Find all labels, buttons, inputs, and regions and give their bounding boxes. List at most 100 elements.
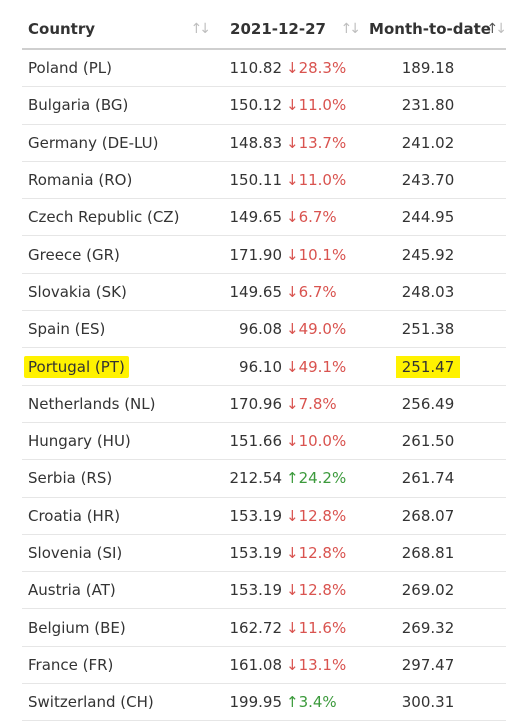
mtd-value: 269.32 xyxy=(401,618,455,637)
arrow-down-icon: ↓ xyxy=(286,208,299,227)
country-name: Greece (GR) xyxy=(28,245,120,264)
sort-ascending-icon[interactable]: ↑↓ xyxy=(486,21,507,37)
arrow-down-icon: ↓ xyxy=(286,282,299,301)
country-name: Bulgaria (BG) xyxy=(28,96,129,115)
mtd-cell: 261.74 xyxy=(350,469,506,487)
country-cell: Portugal (PT) xyxy=(22,355,200,378)
country-name: Germany (DE-LU) xyxy=(28,133,159,152)
mtd-value: 268.07 xyxy=(401,506,455,525)
price-cell: 161.08 ↓13.1% xyxy=(200,656,350,674)
table-header: Country ↑↓ 2021-12-27 ↑↓ Month-to-date ↑… xyxy=(22,10,507,50)
country-name: France (FR) xyxy=(28,655,114,674)
price-value: 161.08 xyxy=(229,655,283,674)
change-percent: 3.4% xyxy=(298,693,337,712)
mtd-wrap: 300.31 xyxy=(350,693,506,711)
change-percent: 6.7% xyxy=(298,208,337,227)
arrow-down-icon: ↓ xyxy=(286,506,299,525)
country-cell: Austria (AT) xyxy=(22,581,200,599)
mtd-value: 231.80 xyxy=(401,96,455,115)
mtd-cell: 268.81 xyxy=(350,544,506,562)
table-row: Slovakia (SK) 149.65 ↓6.7% 248.03 xyxy=(22,274,506,312)
mtd-value: 261.74 xyxy=(401,469,455,488)
sort-icon[interactable]: ↑↓ xyxy=(340,21,362,37)
country-cell: Spain (ES) xyxy=(22,320,200,338)
country-name: Belgium (BE) xyxy=(28,618,126,637)
country-name: Slovenia (SI) xyxy=(28,544,123,562)
change-value: ↓12.8% xyxy=(286,581,346,599)
table-row: Bulgaria (BG) 150.12 ↓11.0% 231.80 xyxy=(22,87,506,125)
table-row: Switzerland (CH) 199.95 ↑3.4% 300.31 xyxy=(22,684,506,721)
change-value: ↓12.8% xyxy=(286,507,346,525)
change-value: ↓49.1% xyxy=(286,358,346,376)
country-cell: Belgium (BE) xyxy=(22,619,200,637)
price-value: 150.11 xyxy=(229,171,283,190)
price-value: 151.66 xyxy=(229,432,283,451)
mtd-wrap: 256.49 xyxy=(350,395,506,413)
sort-icon[interactable]: ↑↓ xyxy=(190,21,212,37)
arrow-down-icon: ↓ xyxy=(286,544,299,562)
mtd-wrap: 251.38 xyxy=(350,320,506,338)
change-percent: 28.3% xyxy=(298,59,347,78)
price-cell: 153.19 ↓12.8% xyxy=(200,507,350,525)
mtd-cell: 245.92 xyxy=(350,246,506,264)
country-name: Slovakia (SK) xyxy=(28,282,127,301)
price-cell: 150.11 ↓11.0% xyxy=(200,171,350,189)
mtd-value: 300.31 xyxy=(401,693,455,712)
arrow-down-icon: ↓ xyxy=(286,581,299,600)
change-value: ↓11.0% xyxy=(286,96,346,114)
price-value: 149.65 xyxy=(229,282,283,301)
change-percent: 10.1% xyxy=(298,245,347,264)
price-value: 153.19 xyxy=(229,581,283,600)
table-row: Spain (ES) 96.08 ↓49.0% 251.38 xyxy=(22,311,506,349)
country-cell: Poland (PL) xyxy=(22,59,200,77)
price-value: 199.95 xyxy=(229,693,283,712)
table-row: Netherlands (NL) 170.96 ↓7.8% 256.49 xyxy=(22,386,506,423)
mtd-wrap: 231.80 xyxy=(350,96,506,114)
mtd-value: 268.81 xyxy=(401,544,455,562)
country-cell: Serbia (RS) xyxy=(22,469,200,487)
mtd-cell: 256.49 xyxy=(350,395,506,413)
header-country[interactable]: Country ↑↓ xyxy=(22,20,211,38)
change-value: ↓12.8% xyxy=(286,544,346,562)
header-country-label: Country xyxy=(28,20,96,38)
table-row: Portugal (PT) 96.10 ↓49.1% 251.47 xyxy=(22,348,506,386)
mtd-cell: 261.50 xyxy=(350,432,506,450)
price-value: 96.08 xyxy=(239,320,282,339)
mtd-cell: 248.03 xyxy=(350,283,506,301)
country-name: Switzerland (CH) xyxy=(28,693,154,712)
change-value: ↓11.6% xyxy=(286,619,346,637)
country-name: Serbia (RS) xyxy=(28,469,113,488)
price-value: 148.83 xyxy=(229,133,283,152)
mtd-wrap: 243.70 xyxy=(350,171,506,189)
price-cell: 96.10 ↓49.1% xyxy=(200,358,350,376)
change-value: ↓49.0% xyxy=(286,320,346,338)
arrow-down-icon: ↓ xyxy=(286,171,299,190)
change-percent: 49.0% xyxy=(298,320,347,339)
country-name: Czech Republic (CZ) xyxy=(28,208,180,227)
mtd-wrap: 269.32 xyxy=(350,619,506,637)
country-cell: Croatia (HR) xyxy=(22,507,200,525)
table-row: Croatia (HR) 153.19 ↓12.8% 268.07 xyxy=(22,498,506,535)
table-row: Germany (DE-LU) 148.83 ↓13.7% 241.02 xyxy=(22,125,506,162)
table-row: Hungary (HU) 151.66 ↓10.0% 261.50 xyxy=(22,423,506,461)
header-date-label: 2021-12-27 xyxy=(230,20,326,38)
change-percent: 6.7% xyxy=(298,282,337,301)
price-value: 153.19 xyxy=(229,506,283,525)
country-cell: Romania (RO) xyxy=(22,171,200,189)
arrow-down-icon: ↓ xyxy=(286,357,299,376)
price-table: Country ↑↓ 2021-12-27 ↑↓ Month-to-date ↑… xyxy=(22,10,507,721)
change-percent: 11.0% xyxy=(298,96,347,115)
mtd-value: 297.47 xyxy=(401,655,455,674)
mtd-value: 243.70 xyxy=(401,171,455,190)
mtd-value: 245.92 xyxy=(401,245,455,264)
table-row: Greece (GR) 171.90 ↓10.1% 245.92 xyxy=(22,236,506,274)
header-date[interactable]: 2021-12-27 ↑↓ xyxy=(200,20,361,38)
mtd-wrap: 244.95 xyxy=(350,208,506,226)
arrow-up-icon: ↑ xyxy=(286,693,299,712)
change-percent: 49.1% xyxy=(298,357,347,376)
header-month-to-date[interactable]: Month-to-date ↑↓ xyxy=(350,20,507,38)
price-value: 150.12 xyxy=(229,96,283,115)
change-percent: 13.1% xyxy=(298,655,347,674)
mtd-wrap: 241.02 xyxy=(350,134,506,152)
price-cell: 199.95 ↑3.4% xyxy=(200,693,350,711)
